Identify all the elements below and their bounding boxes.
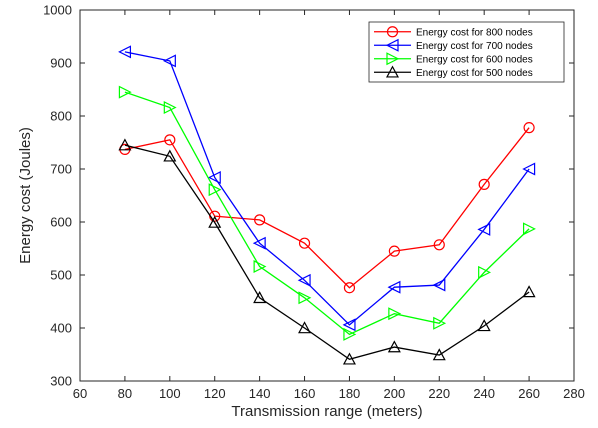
- x-tick-label-7: 200: [384, 386, 406, 401]
- y-tick-label-1: 400: [50, 321, 72, 336]
- data-point-s0-1: [164, 134, 176, 146]
- x-tick-label-9: 240: [473, 386, 495, 401]
- legend-marker-0: [386, 26, 399, 38]
- y-tick-label-3: 600: [50, 215, 72, 230]
- data-point-s1-9: [522, 162, 536, 176]
- data-point-s1-3: [252, 236, 266, 250]
- axes-box: [79, 9, 575, 382]
- data-point-s3-6: [387, 340, 401, 353]
- data-point-s2-3: [253, 260, 267, 273]
- legend-label-0: Energy cost for 800 nodes: [416, 27, 533, 38]
- x-tick-label-10: 260: [518, 386, 540, 401]
- x-tick-label-5: 160: [294, 386, 316, 401]
- data-point-s3-5: [342, 352, 356, 365]
- data-point-s2-7: [433, 316, 447, 330]
- legend-marker-1: [385, 38, 399, 52]
- data-point-s0-9: [523, 122, 535, 134]
- series-line-1: [124, 51, 530, 326]
- data-point-s2-4: [298, 291, 312, 305]
- data-point-s2-5: [343, 327, 357, 341]
- data-point-s2-9: [522, 222, 536, 236]
- data-point-s0-4: [298, 237, 311, 249]
- data-point-s3-0: [118, 138, 132, 151]
- legend-label-2: Energy cost for 600 nodes: [416, 54, 533, 65]
- data-point-s1-6: [387, 280, 401, 294]
- y-tick-label-6: 900: [50, 56, 72, 71]
- data-point-s1-0: [118, 45, 132, 59]
- legend: Energy cost for 800 nodes Energy cost for…: [368, 21, 565, 83]
- data-point-s3-4: [298, 321, 312, 334]
- data-point-s0-5: [343, 282, 356, 294]
- data-point-s3-9: [522, 285, 536, 298]
- x-tick-label-2: 100: [159, 386, 181, 401]
- y-tick-label-4: 700: [50, 162, 72, 177]
- y-tick-label-7: 1000: [43, 3, 72, 18]
- data-point-s1-5: [342, 318, 356, 332]
- series-layer: [118, 45, 536, 365]
- data-point-s3-3: [253, 291, 267, 304]
- data-point-s1-4: [297, 273, 311, 287]
- series-line-3: [124, 144, 530, 360]
- legend-marker-3: [385, 65, 400, 78]
- legend-label-1: Energy cost for 700 nodes: [416, 41, 533, 52]
- x-tick-label-1: 80: [118, 386, 132, 401]
- data-point-s1-7: [432, 278, 446, 292]
- legend-label-3: Energy cost for 500 nodes: [416, 68, 533, 79]
- y-tick-label-2: 500: [50, 268, 72, 283]
- data-point-s2-8: [478, 265, 492, 279]
- legend-marker-2: [386, 52, 400, 66]
- x-tick-label-8: 220: [428, 386, 450, 401]
- data-point-s3-8: [477, 319, 491, 332]
- x-tick-label-4: 140: [249, 386, 271, 401]
- data-point-s3-2: [208, 215, 222, 228]
- data-point-s0-3: [254, 214, 266, 226]
- x-axis-label: Transmission range (meters): [231, 403, 422, 420]
- axes-layer: 60 80 100 120 140 160 180 200 220 240 260 280 300 400…: [43, 3, 585, 402]
- y-axis-label: Energy cost (Joules): [17, 127, 34, 264]
- x-tick-label-6: 180: [339, 386, 361, 401]
- y-tick-label-5: 800: [50, 109, 72, 124]
- series-line-2: [124, 91, 530, 336]
- data-point-s0-7: [433, 239, 445, 251]
- data-point-s1-1: [162, 54, 176, 68]
- data-point-s2-2: [208, 183, 222, 197]
- x-tick-label-11: 280: [563, 386, 585, 401]
- data-point-s1-8: [477, 222, 491, 236]
- x-tick-label-3: 120: [204, 386, 226, 401]
- data-point-s3-7: [432, 348, 446, 361]
- data-point-s2-0: [118, 85, 132, 99]
- x-tick-label-0: 60: [73, 386, 87, 401]
- data-point-s0-6: [388, 245, 400, 257]
- data-point-s1-2: [207, 171, 221, 184]
- y-tick-label-0: 300: [50, 374, 72, 389]
- data-point-s2-1: [163, 101, 177, 114]
- data-point-s2-6: [388, 307, 402, 321]
- data-point-s0-8: [478, 178, 490, 190]
- data-point-s3-1: [163, 149, 177, 162]
- series-line-0: [124, 127, 530, 289]
